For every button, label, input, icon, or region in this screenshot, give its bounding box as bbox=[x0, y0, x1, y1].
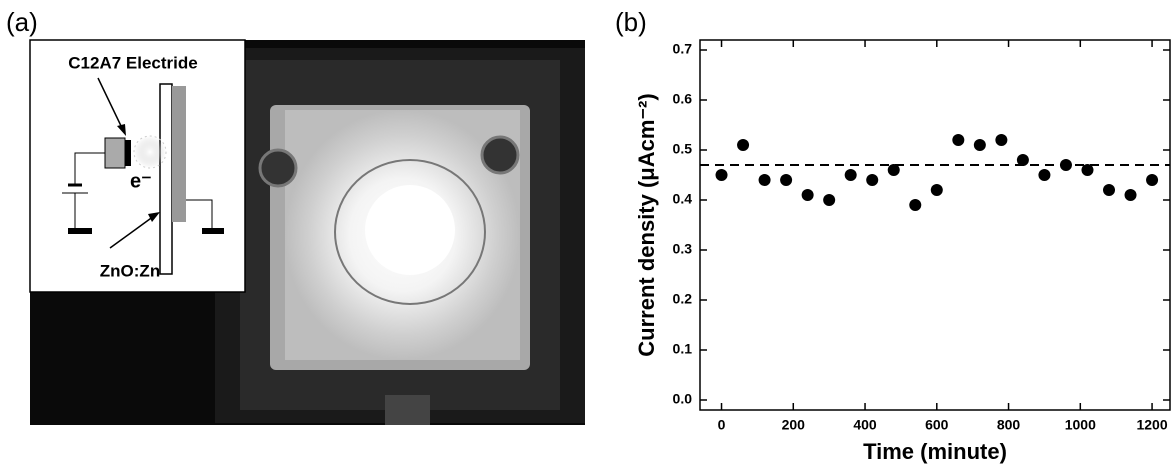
point bbox=[930, 184, 943, 196]
y-tick-label: 0.3 bbox=[673, 241, 693, 257]
photo-holder bbox=[385, 395, 430, 425]
point bbox=[758, 174, 771, 186]
y-tick-label: 0.6 bbox=[673, 91, 693, 107]
photo-ring bbox=[334, 159, 486, 305]
point bbox=[973, 139, 986, 151]
arrow bbox=[109, 215, 155, 249]
y-tick-label: 0.1 bbox=[673, 341, 693, 357]
point bbox=[1124, 189, 1137, 201]
photo-clamp bbox=[258, 148, 298, 188]
ground bbox=[68, 228, 92, 234]
arrowhead bbox=[117, 124, 126, 136]
point bbox=[952, 134, 965, 146]
emitter bbox=[104, 137, 126, 169]
point bbox=[909, 199, 922, 211]
emission bbox=[133, 135, 167, 169]
inset-label: ZnO:Zn bbox=[100, 261, 160, 280]
plot-frame bbox=[699, 39, 1171, 411]
panel-label: (a) bbox=[6, 7, 38, 37]
x-tick-label: 200 bbox=[782, 417, 806, 433]
panel-label: (b) bbox=[615, 7, 647, 37]
arrowhead bbox=[148, 212, 160, 222]
point bbox=[1103, 184, 1116, 196]
point bbox=[1146, 174, 1159, 186]
x-tick-label: 0 bbox=[718, 417, 726, 433]
x-tick-label: 400 bbox=[853, 417, 877, 433]
x-axis-label: Time (minute) bbox=[863, 439, 1007, 464]
point bbox=[823, 194, 836, 206]
x-tick-label: 600 bbox=[925, 417, 949, 433]
wire bbox=[74, 152, 105, 185]
point bbox=[737, 139, 750, 151]
inset-label: e⁻ bbox=[130, 170, 152, 192]
point bbox=[801, 189, 814, 201]
inset-label: C12A7 Electride bbox=[68, 53, 197, 72]
photo-spot bbox=[365, 185, 455, 275]
photo-clamp bbox=[480, 135, 520, 175]
x-tick-label: 1000 bbox=[1065, 417, 1096, 433]
x-tick-label: 800 bbox=[997, 417, 1021, 433]
point bbox=[780, 174, 793, 186]
point bbox=[866, 174, 879, 186]
arrow bbox=[97, 77, 123, 129]
inset bbox=[29, 39, 246, 293]
point bbox=[844, 169, 857, 181]
y-tick-label: 0.4 bbox=[673, 191, 693, 207]
y-axis-label: Current density (μAcm⁻²) bbox=[634, 93, 659, 356]
y-tick-label: 0.0 bbox=[673, 391, 693, 407]
point bbox=[715, 169, 728, 181]
point bbox=[1081, 164, 1094, 176]
point bbox=[1059, 159, 1072, 171]
x-tick-label: 1200 bbox=[1136, 417, 1167, 433]
zno-plate bbox=[159, 83, 173, 275]
wire bbox=[186, 199, 213, 228]
ground bbox=[202, 228, 224, 234]
point bbox=[887, 164, 900, 176]
emitter-tip bbox=[125, 140, 131, 166]
y-tick-label: 0.7 bbox=[673, 41, 693, 57]
point bbox=[1038, 169, 1051, 181]
anode-plate bbox=[172, 86, 186, 222]
point bbox=[1016, 154, 1029, 166]
point bbox=[995, 134, 1008, 146]
y-tick-label: 0.2 bbox=[673, 291, 693, 307]
y-tick-label: 0.5 bbox=[673, 141, 693, 157]
